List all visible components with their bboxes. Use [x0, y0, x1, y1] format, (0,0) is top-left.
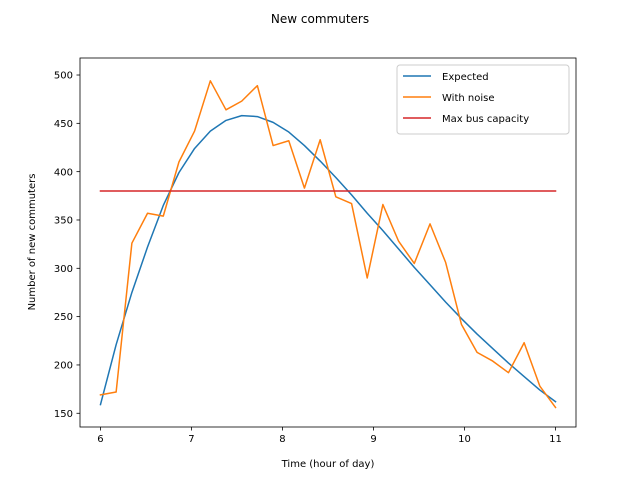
y-axis-label: Number of new commuters — [27, 174, 38, 311]
y-tick-label: 500 — [54, 71, 73, 82]
x-tick-label: 6 — [97, 434, 103, 445]
legend-box — [396, 64, 570, 135]
y-tick-label: 350 — [54, 216, 73, 227]
y-tick-label: 200 — [54, 361, 73, 372]
x-tick-label: 10 — [458, 434, 471, 445]
axes-layer: 6 7 8 9 10 11 150 200 250 300 350 400 450 500 — [54, 57, 577, 445]
x-tick-label: 7 — [188, 434, 194, 445]
y-tick-label: 250 — [54, 312, 73, 323]
y-tick-label: 150 — [54, 409, 73, 420]
y-tick-label: 450 — [54, 119, 73, 130]
x-tick-label: 8 — [279, 434, 285, 445]
chart-title: New commuters — [271, 12, 369, 26]
axes-frame — [79, 57, 577, 428]
x-tick-label: 9 — [370, 434, 376, 445]
legend: Expected With noise Max bus capacity — [396, 64, 570, 135]
legend-label: Expected — [442, 72, 489, 83]
series-layer — [99, 80, 557, 409]
x-tick-label: 11 — [549, 434, 562, 445]
x-axis-label: Time (hour of day) — [281, 459, 375, 470]
legend-label: With noise — [442, 93, 494, 104]
y-tick-label: 400 — [54, 167, 73, 178]
series-line-with-noise — [99, 80, 557, 409]
y-tick-label: 300 — [54, 264, 73, 275]
legend-label: Max bus capacity — [442, 114, 529, 125]
